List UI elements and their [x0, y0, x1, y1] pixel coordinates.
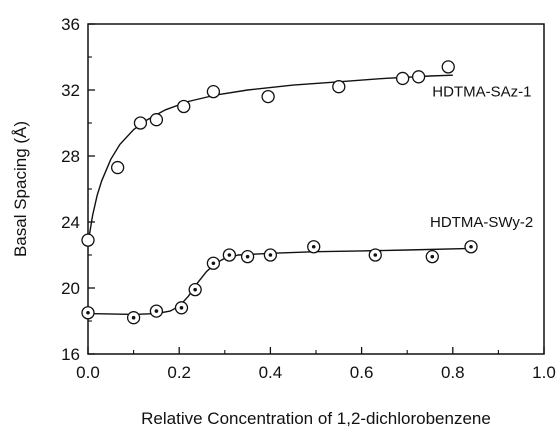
data-point-center-dot	[179, 306, 184, 310]
y-tick-label: 36	[61, 15, 80, 34]
x-tick-label: 0.0	[76, 363, 100, 382]
fit-curve-series-1	[87, 74, 453, 244]
data-point-center-dot	[245, 254, 250, 259]
data-point-series-1	[149, 113, 164, 127]
annotation-2: HDTMA-SWy-2	[430, 214, 533, 231]
data-point-center-dot	[268, 253, 273, 257]
data-point-series-1	[441, 60, 455, 74]
data-point-series-1	[81, 233, 95, 247]
data-point-center-dot	[154, 309, 159, 313]
y-axis-title: Basal Spacing (Å)	[11, 121, 30, 257]
fit-curve-series-2	[87, 247, 472, 316]
data-point-series-1	[395, 71, 410, 86]
y-tick-label: 20	[61, 279, 80, 298]
data-point-center-dot	[131, 315, 136, 320]
data-point-series-1	[206, 85, 221, 99]
fit-curves	[87, 74, 472, 316]
y-tick-label: 28	[61, 147, 80, 166]
y-tick-label: 16	[61, 345, 80, 364]
x-tick-label: 1.0	[532, 363, 556, 382]
data-markers	[81, 60, 478, 325]
x-tick-label: 0.8	[441, 363, 465, 382]
data-point-center-dot	[469, 244, 473, 249]
y-tick-label: 32	[61, 81, 80, 100]
axis-ticks: 0.0 0.2 0.4 0.6 0.8 1.0 16 20 24 28 32 36	[61, 15, 556, 382]
x-tick-label: 0.4	[259, 363, 283, 382]
annotations: HDTMA-SAz-1 HDTMA-SWy-2	[430, 84, 533, 231]
data-point-center-dot	[227, 253, 232, 257]
x-tick-label: 0.2	[167, 363, 191, 382]
data-point-series-1	[332, 80, 346, 94]
data-point-series-1	[133, 116, 148, 130]
data-point-center-dot	[311, 244, 316, 249]
data-point-center-dot	[193, 287, 197, 292]
data-point-series-1	[177, 99, 191, 114]
data-point-series-1	[261, 89, 275, 104]
data-point-center-dot	[86, 310, 90, 315]
annotation-1: HDTMA-SAz-1	[432, 84, 531, 101]
data-point-center-dot	[430, 254, 435, 259]
data-point-series-1	[411, 70, 426, 84]
data-point-center-dot	[373, 253, 378, 257]
data-point-series-1	[110, 160, 125, 175]
data-point-center-dot	[211, 261, 216, 266]
y-tick-label: 24	[61, 213, 80, 232]
x-tick-label: 0.6	[350, 363, 374, 382]
x-axis-title: Relative Concentration of 1,2-dichlorobe…	[141, 409, 491, 428]
